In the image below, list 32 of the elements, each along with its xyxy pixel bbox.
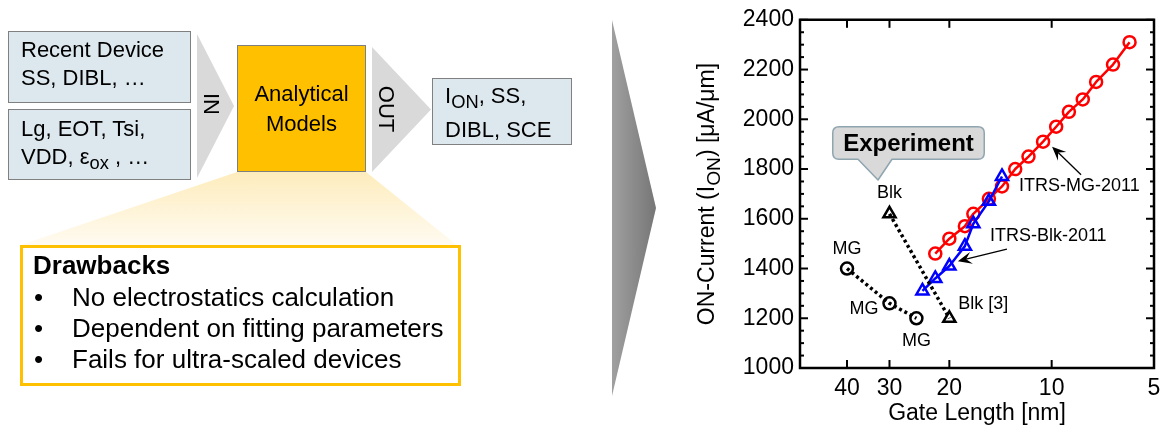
text: I$_{ON}$, SS, DIBL, SCE [445,82,552,145]
series-label: ITRS-MG-2011 [1019,174,1140,195]
x-tick-label: 40 [834,374,860,401]
y-tick-label: 1200 [742,303,794,330]
annotation: Blk [876,181,903,202]
y-tick-label: 1600 [742,204,794,231]
text: • No electrostatics calculation [34,282,395,313]
y-tick-label: 1400 [742,253,794,280]
x-tick-label: 5 [1147,374,1161,401]
y-tick-label: 2400 [742,5,794,32]
y-tick-label: 1800 [742,154,794,181]
series-label: ITRS-Blk-2011 [989,225,1107,246]
text: Lg, EOT, Tsi, VDD, ε$_{ox}$ , … [21,115,150,176]
annotation: Blk [3] [958,293,1009,314]
annotation: Experiment [843,128,974,157]
annotation: MG [832,238,862,259]
x-tick-label: 30 [876,374,903,401]
x-axis-title: Gate Length [nm] [888,398,1066,425]
x-tick-label: 20 [936,374,963,401]
x-tick-label: 10 [1038,374,1065,401]
text: Recent Device SS, DIBL, … [21,36,165,92]
text: • Fails for ultra-scaled devices [34,344,402,375]
y-tick-label: 1000 [742,353,794,380]
y-tick-label: 2000 [742,104,794,131]
text: • Dependent on fitting parameters [34,313,444,344]
text: IN [199,93,224,115]
annotation: MG [901,330,931,351]
text: OUT [374,85,399,133]
annotation: MG [849,298,879,319]
text: Analytical Models [254,79,349,138]
text: Drawbacks [33,250,171,281]
y-tick-label: 2200 [742,54,794,81]
